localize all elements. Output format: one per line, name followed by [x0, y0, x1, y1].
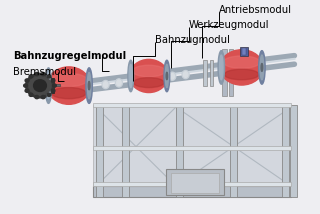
Ellipse shape	[259, 51, 265, 84]
FancyBboxPatch shape	[242, 48, 246, 55]
FancyBboxPatch shape	[122, 105, 129, 197]
Text: Bahnzugmodul: Bahnzugmodul	[155, 35, 230, 45]
Ellipse shape	[220, 50, 263, 85]
Ellipse shape	[26, 73, 54, 98]
Ellipse shape	[51, 73, 87, 86]
FancyBboxPatch shape	[93, 103, 291, 107]
Ellipse shape	[142, 76, 149, 84]
Text: Bahnzugregelmodul: Bahnzugregelmodul	[13, 51, 126, 61]
Ellipse shape	[51, 89, 55, 92]
Ellipse shape	[165, 64, 168, 88]
Ellipse shape	[35, 73, 39, 76]
Ellipse shape	[86, 68, 92, 103]
Ellipse shape	[157, 75, 161, 81]
Ellipse shape	[224, 69, 259, 80]
FancyBboxPatch shape	[38, 79, 51, 92]
Ellipse shape	[47, 75, 51, 78]
Ellipse shape	[24, 84, 28, 87]
Ellipse shape	[129, 64, 132, 88]
Ellipse shape	[52, 84, 56, 87]
Ellipse shape	[103, 82, 108, 87]
FancyBboxPatch shape	[93, 182, 291, 186]
Ellipse shape	[29, 93, 33, 97]
Ellipse shape	[170, 73, 174, 79]
FancyBboxPatch shape	[282, 105, 289, 197]
Text: Antriebsmodul: Antriebsmodul	[219, 5, 292, 15]
FancyBboxPatch shape	[93, 105, 291, 186]
Ellipse shape	[130, 79, 134, 84]
Ellipse shape	[116, 79, 123, 87]
FancyBboxPatch shape	[203, 60, 207, 86]
Ellipse shape	[218, 51, 225, 84]
FancyBboxPatch shape	[230, 105, 237, 197]
Ellipse shape	[164, 60, 170, 92]
FancyBboxPatch shape	[229, 49, 233, 96]
FancyBboxPatch shape	[171, 173, 219, 193]
Ellipse shape	[132, 65, 165, 77]
Ellipse shape	[133, 78, 164, 88]
FancyBboxPatch shape	[93, 186, 291, 197]
Ellipse shape	[129, 77, 136, 85]
Ellipse shape	[45, 68, 52, 103]
Ellipse shape	[35, 95, 39, 99]
FancyBboxPatch shape	[290, 105, 297, 197]
Ellipse shape	[52, 88, 86, 99]
Ellipse shape	[34, 80, 46, 92]
FancyBboxPatch shape	[240, 47, 248, 56]
Ellipse shape	[117, 80, 121, 86]
Ellipse shape	[261, 64, 263, 71]
Ellipse shape	[128, 60, 134, 92]
Ellipse shape	[183, 72, 188, 77]
Ellipse shape	[41, 95, 45, 99]
Ellipse shape	[25, 79, 29, 82]
Ellipse shape	[47, 93, 51, 97]
Ellipse shape	[47, 73, 50, 99]
Ellipse shape	[169, 72, 176, 80]
Ellipse shape	[182, 70, 189, 79]
Ellipse shape	[87, 73, 91, 99]
FancyBboxPatch shape	[93, 146, 291, 150]
Ellipse shape	[260, 55, 264, 80]
Ellipse shape	[130, 59, 168, 93]
Ellipse shape	[223, 56, 260, 68]
Ellipse shape	[41, 73, 45, 76]
Text: Werkzeugmodul: Werkzeugmodul	[189, 20, 269, 30]
Ellipse shape	[156, 74, 163, 82]
FancyBboxPatch shape	[47, 84, 60, 86]
Text: Bremsmodul: Bremsmodul	[13, 67, 76, 77]
Ellipse shape	[102, 80, 109, 89]
Ellipse shape	[29, 76, 51, 95]
Ellipse shape	[166, 72, 168, 80]
Ellipse shape	[88, 82, 90, 90]
Ellipse shape	[143, 77, 148, 82]
FancyBboxPatch shape	[176, 105, 183, 197]
Ellipse shape	[51, 79, 55, 82]
FancyBboxPatch shape	[96, 105, 103, 197]
Ellipse shape	[25, 89, 29, 92]
FancyBboxPatch shape	[166, 169, 224, 195]
Ellipse shape	[29, 75, 33, 78]
Ellipse shape	[220, 55, 223, 80]
FancyBboxPatch shape	[210, 60, 213, 86]
Ellipse shape	[47, 67, 91, 104]
FancyBboxPatch shape	[222, 49, 227, 96]
FancyBboxPatch shape	[37, 78, 54, 93]
